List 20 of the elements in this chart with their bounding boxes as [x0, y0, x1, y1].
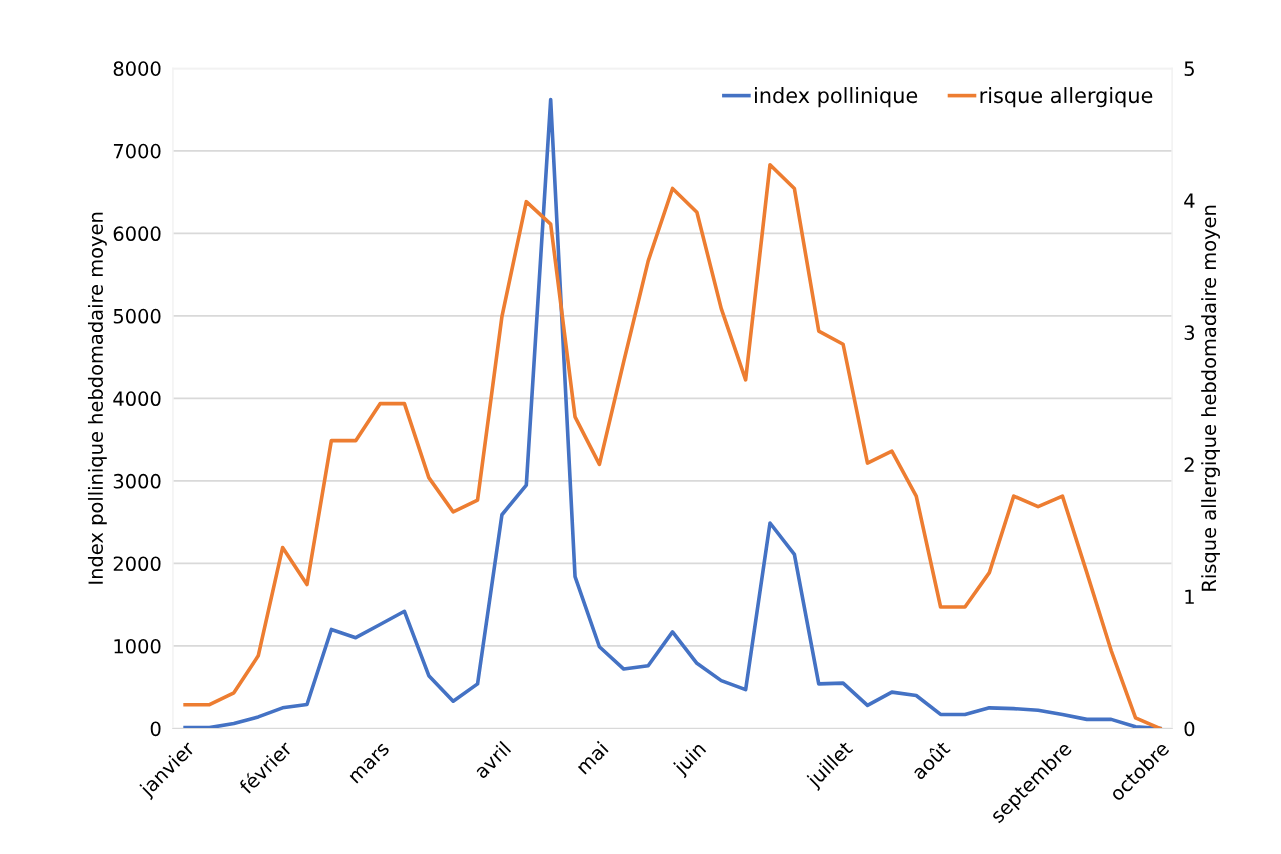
- y-tick-label: 7000: [113, 143, 161, 159]
- y-tick-label: 8000: [113, 61, 161, 76]
- y-tick-label: 3000: [113, 473, 161, 489]
- y2-tick-label: 0: [1184, 721, 1195, 737]
- y-tick-label: 5000: [113, 308, 161, 324]
- legend-label: index pollinique: [755, 87, 918, 108]
- legend-label: risque allergique: [980, 87, 1153, 108]
- y2-tick-label: 1: [1185, 589, 1194, 604]
- y-tick-label: 0: [150, 721, 161, 737]
- y-tick-label: 6000: [113, 226, 161, 242]
- y-tick-label: 1000: [114, 638, 161, 654]
- y2-tick-label: 4: [1184, 193, 1195, 208]
- y2-tick-label: 5: [1184, 61, 1194, 76]
- y-tick-label: 2000: [113, 556, 161, 572]
- x-tick-label: juin: [671, 740, 710, 779]
- y2-tick-label: 3: [1184, 325, 1195, 341]
- y2-tick-label: 2: [1184, 457, 1194, 472]
- y-axis-title: Index pollinique hebdomadaire moyen: [87, 212, 107, 584]
- y-tick-label: 4000: [113, 391, 161, 407]
- y2-axis-title: Risque allergique hebdomadaire moyen: [1201, 205, 1220, 591]
